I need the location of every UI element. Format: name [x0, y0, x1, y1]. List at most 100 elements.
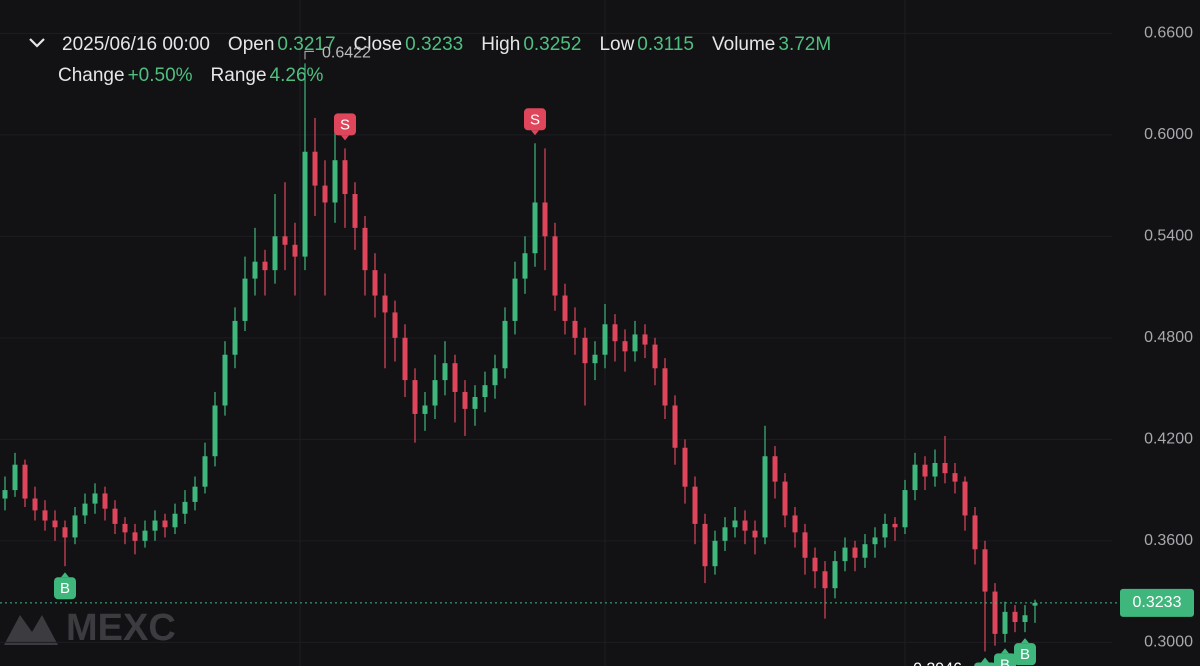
candle-body [492, 368, 498, 386]
candle-body [172, 513, 178, 528]
candle-body [162, 520, 168, 528]
max-arrow [304, 50, 314, 60]
candle-body [542, 202, 548, 237]
candle-body [352, 194, 358, 228]
header-field-name: Change [58, 65, 125, 86]
candle-body [232, 320, 238, 355]
candle-body [262, 261, 268, 271]
candle-body [92, 493, 98, 504]
candle-body [882, 523, 888, 538]
trade-marker [994, 653, 1016, 666]
candle-body [952, 473, 958, 482]
trade-marker-label: B [1020, 646, 1030, 663]
candle-body [662, 368, 668, 406]
candle-body [292, 244, 298, 257]
candle-body [362, 227, 368, 271]
candle-body [1012, 611, 1018, 623]
candle-body [222, 354, 228, 406]
candle-body [582, 337, 588, 364]
candle-body [652, 344, 658, 369]
candle-body [152, 520, 158, 531]
candle-body [552, 236, 558, 296]
trade-marker [974, 662, 996, 666]
candle-body [872, 537, 878, 545]
header-field-value: 3.72M [778, 34, 831, 55]
y-tick-label: 0.6000 [1144, 126, 1193, 143]
candle-body [832, 561, 838, 589]
header-field-name: Range [211, 65, 267, 86]
trade-marker [334, 113, 356, 136]
y-tick-label: 0.4800 [1144, 329, 1193, 346]
max-label: 0.6422 [322, 45, 371, 62]
candle-body [682, 447, 688, 487]
candle-body [202, 456, 208, 487]
header-field-name: Low [599, 34, 634, 55]
candle-body [942, 463, 948, 474]
header-field-name: Close [354, 34, 403, 55]
candle-body [782, 481, 788, 516]
candle-body [462, 391, 468, 409]
header-field-value: +0.50% [128, 65, 193, 86]
candle-body [402, 337, 408, 381]
candle-body [822, 571, 828, 589]
y-tick-label: 0.3000 [1144, 634, 1193, 651]
trade-marker-pointer [61, 572, 69, 578]
trade-marker-label: B [60, 580, 70, 597]
candle-body [132, 532, 138, 541]
candle-body [412, 380, 418, 414]
candle-body [912, 464, 918, 491]
candle-body [342, 160, 348, 195]
candle-body [932, 463, 938, 477]
candle-body [112, 508, 118, 524]
candle-body [122, 523, 128, 533]
candle-body [502, 320, 508, 369]
candle-body [372, 270, 378, 296]
min-label: 0.2946 [913, 661, 962, 666]
candle-body [902, 490, 908, 528]
y-tick-label: 0.5400 [1144, 228, 1193, 245]
candle-body [562, 295, 568, 321]
candle-body [472, 397, 478, 409]
trade-marker-pointer [531, 130, 539, 136]
collapse-icon[interactable] [29, 38, 45, 48]
candle-body [732, 520, 738, 528]
header-field-name: High [481, 34, 520, 55]
candle-body [972, 515, 978, 550]
candle-body [632, 334, 638, 352]
candle-body [252, 261, 258, 279]
candle-body [642, 334, 648, 345]
candle-body [432, 380, 438, 406]
candle-body [892, 523, 898, 528]
header-field-value: 0.3233 [405, 34, 463, 55]
candle-body [672, 405, 678, 448]
candle-body [452, 363, 458, 392]
candle-body [802, 532, 808, 558]
candle-body [622, 341, 628, 352]
trade-marker-label: S [340, 116, 350, 133]
y-tick-label: 0.4200 [1144, 431, 1193, 448]
candle-body [702, 523, 708, 567]
trade-marker-label: S [530, 111, 540, 128]
candle-body [192, 486, 198, 502]
candle-body [532, 202, 538, 254]
candle-body [922, 464, 928, 477]
candle-body [752, 530, 758, 538]
candle-body [772, 456, 778, 482]
header-field-value: 0.3115 [637, 34, 694, 55]
last-price-box [1120, 588, 1194, 617]
candle-body [392, 312, 398, 338]
candle-body [212, 405, 218, 457]
trade-marker-pointer [981, 657, 989, 663]
candle-body [722, 527, 728, 541]
candle-body [332, 160, 338, 203]
header-field-value: 4.26% [270, 65, 324, 86]
candle-body [842, 547, 848, 562]
candle-body [52, 520, 58, 528]
header-field-value: 0.3217 [277, 34, 335, 55]
candle-body [1032, 602, 1038, 606]
candle-body [862, 544, 868, 558]
trade-marker [54, 577, 76, 600]
